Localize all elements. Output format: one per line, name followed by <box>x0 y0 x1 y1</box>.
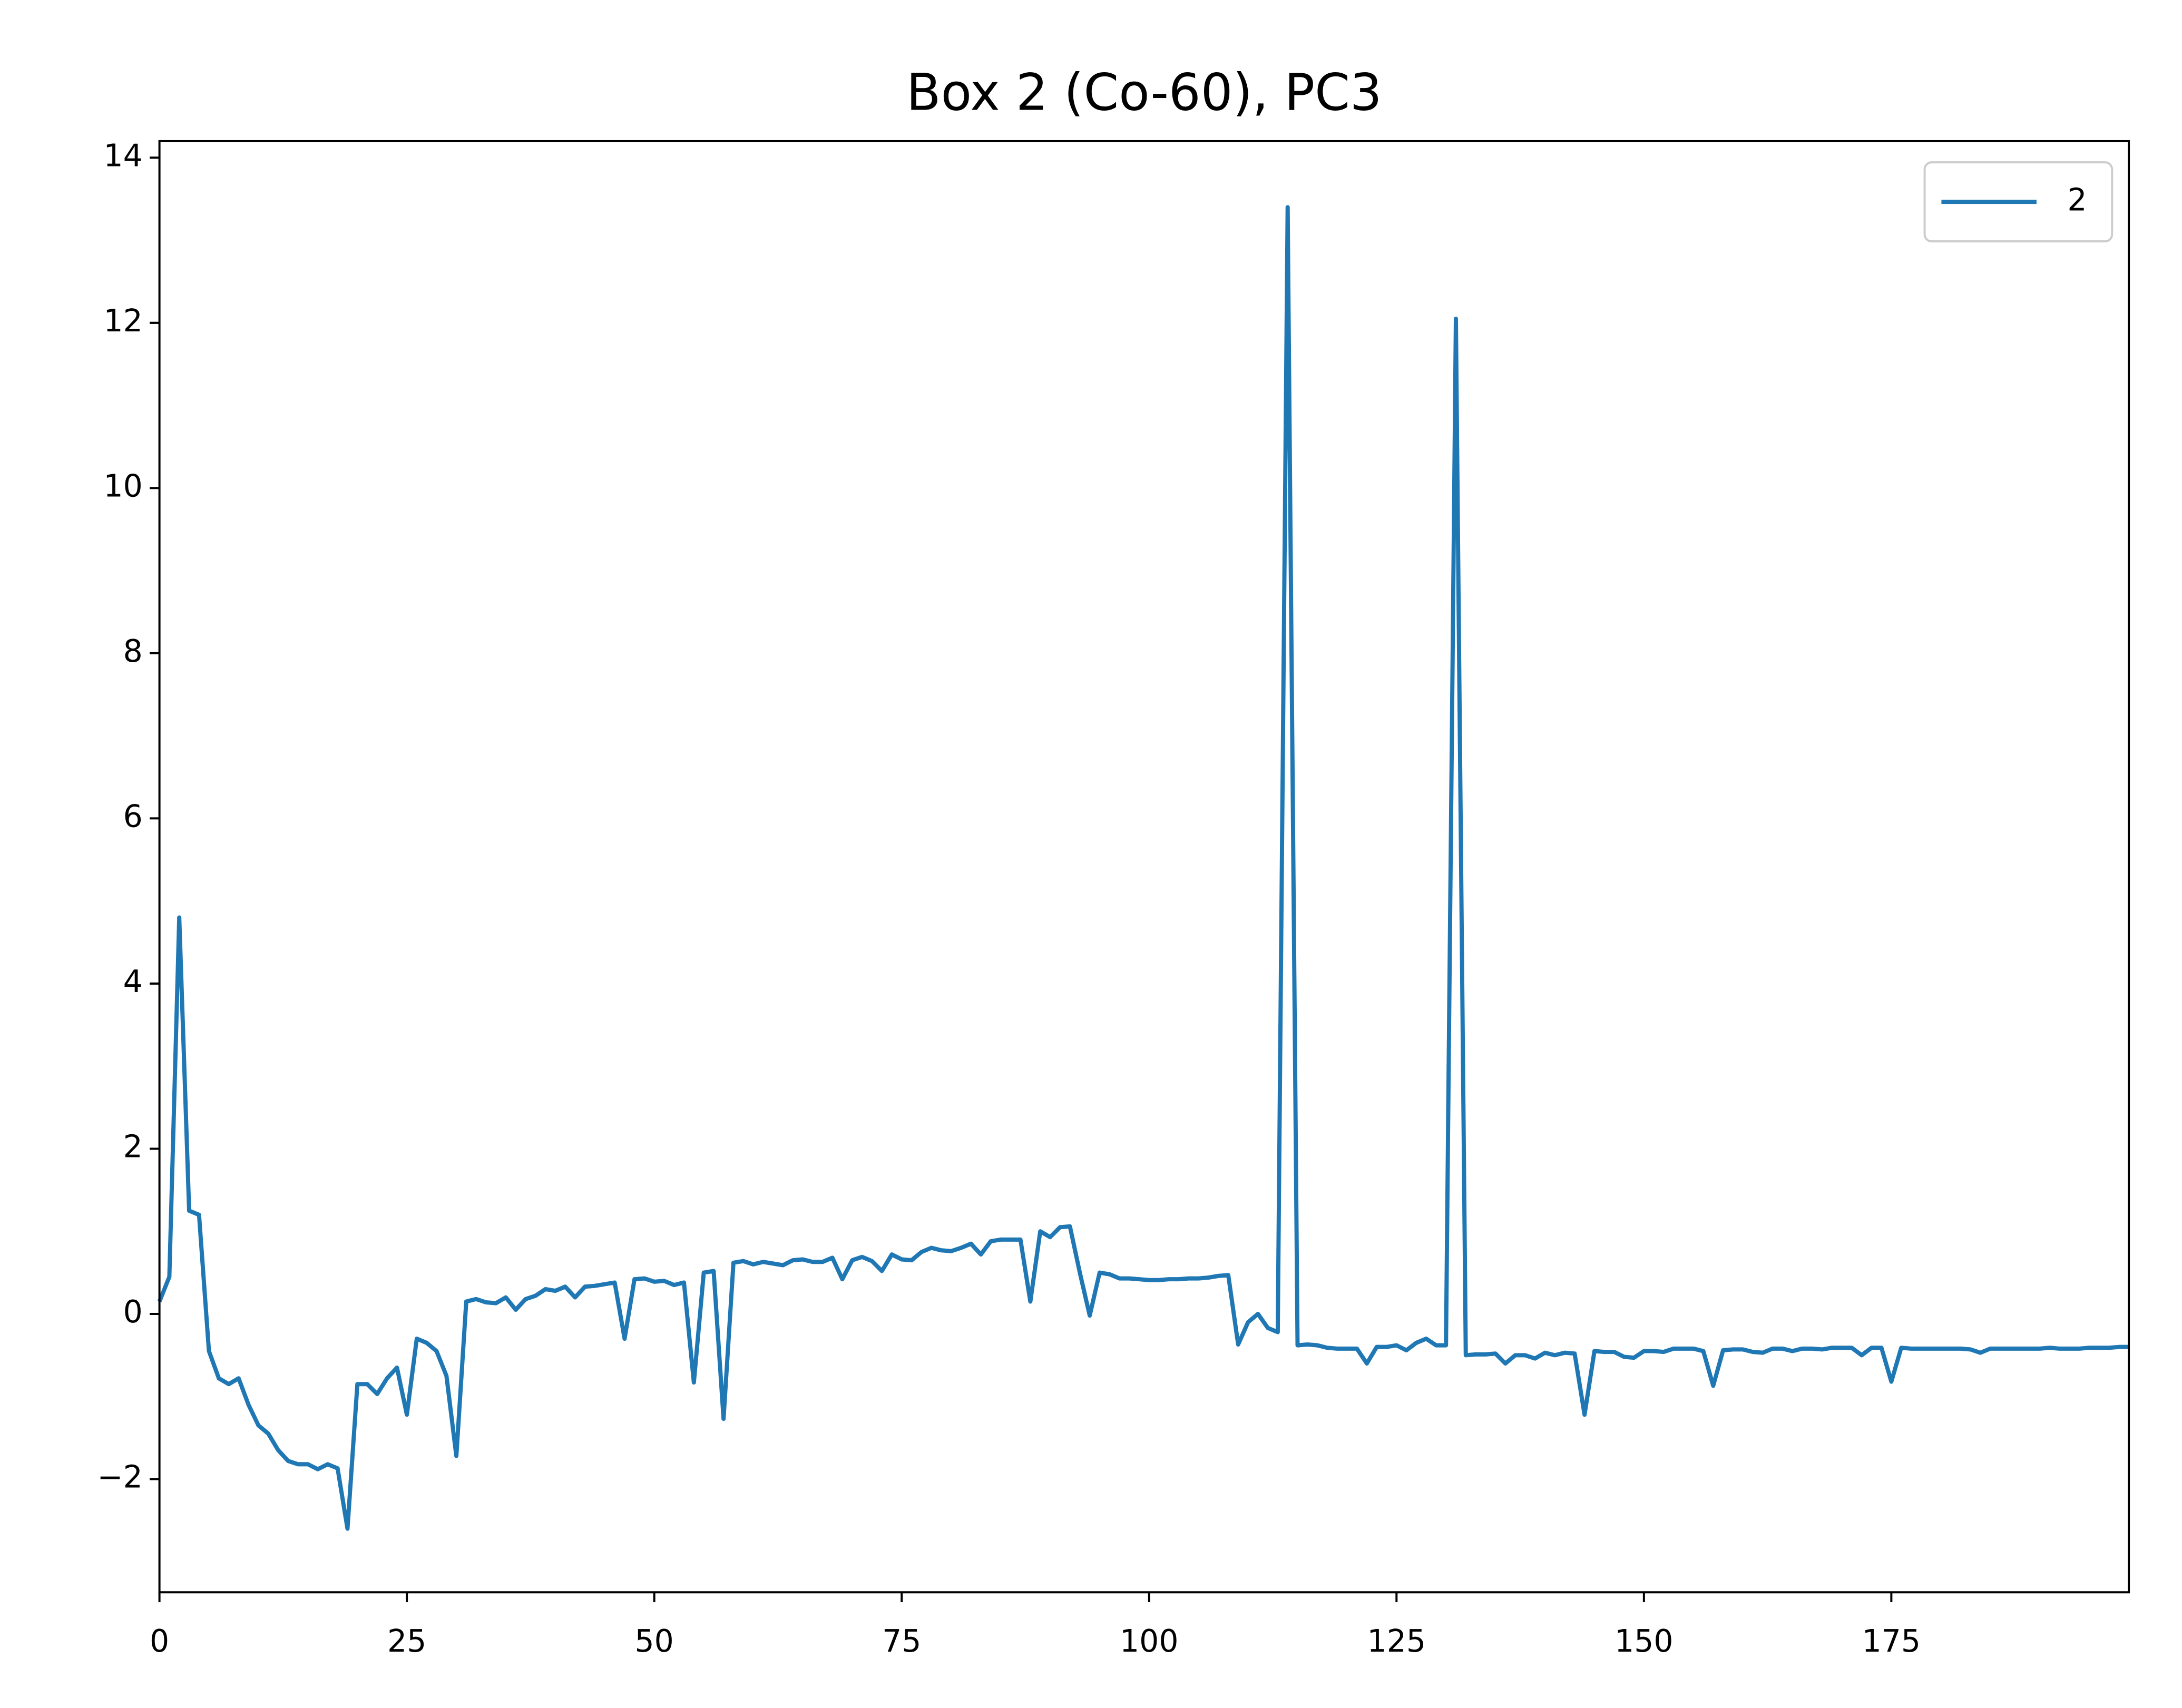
x-tick-label: 150 <box>1615 1623 1673 1659</box>
y-tick-label: −2 <box>97 1459 143 1495</box>
y-tick-label: 10 <box>103 468 142 504</box>
x-tick-label: 100 <box>1120 1623 1178 1659</box>
x-tick-label: 0 <box>150 1623 169 1659</box>
x-tick-label: 175 <box>1862 1623 1921 1659</box>
y-tick-label: 14 <box>103 138 142 173</box>
y-tick-label: 8 <box>123 633 143 669</box>
y-tick-label: 4 <box>123 964 143 999</box>
plot-frame <box>158 140 2130 1594</box>
y-tick-label: 0 <box>123 1294 143 1330</box>
x-tick-label: 25 <box>387 1623 426 1659</box>
chart-title: Box 2 (Co-60), PC3 <box>906 63 1382 122</box>
x-tick-label: 125 <box>1367 1623 1426 1659</box>
x-tick-label: 75 <box>882 1623 921 1659</box>
data-line <box>157 205 2129 1531</box>
y-tick-label: 2 <box>123 1128 143 1164</box>
y-tick-label: 6 <box>123 798 143 834</box>
y-tick-label: 12 <box>103 303 142 339</box>
x-tick-label: 50 <box>635 1623 674 1659</box>
legend-label: 2 <box>2067 182 2087 218</box>
